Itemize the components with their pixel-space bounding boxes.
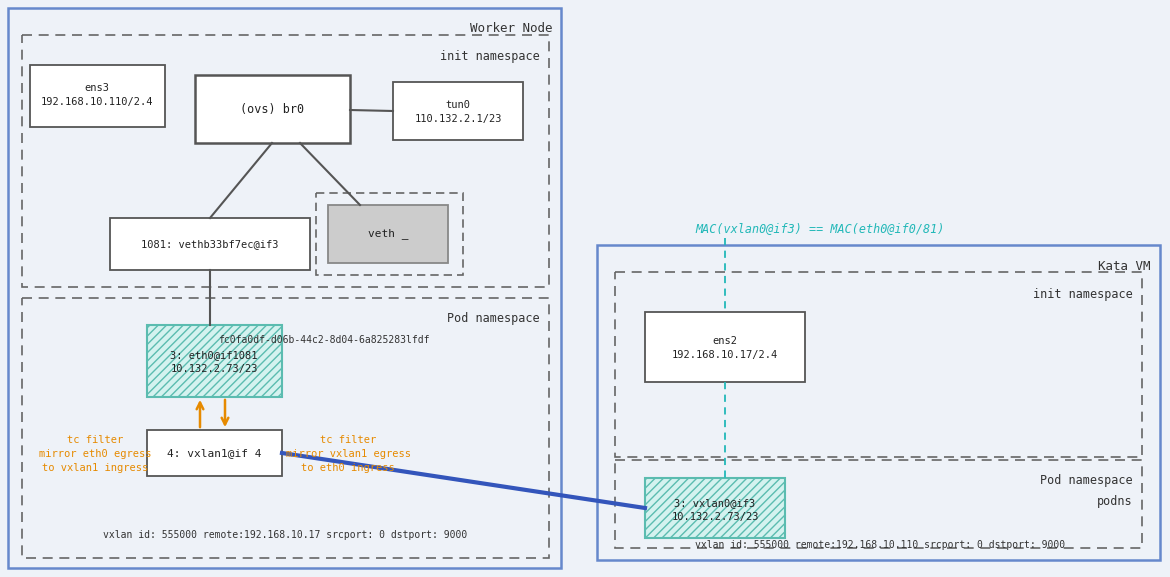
Bar bbox=[393, 82, 523, 140]
Text: 3: vxlan0@if3
10.132.2.73/23: 3: vxlan0@if3 10.132.2.73/23 bbox=[672, 498, 759, 522]
Text: 4: vxlan1@if 4: 4: vxlan1@if 4 bbox=[167, 448, 261, 458]
Text: vxlan id: 555000 remote:192.168.10.17 srcport: 0 dstport: 9000: vxlan id: 555000 remote:192.168.10.17 sr… bbox=[103, 530, 467, 540]
Text: 1081: vethb33bf7ec@if3: 1081: vethb33bf7ec@if3 bbox=[142, 239, 278, 249]
Text: tc filter
mirror vxlan1 egress
to eth0 ingress: tc filter mirror vxlan1 egress to eth0 i… bbox=[285, 435, 411, 473]
Bar bbox=[147, 325, 282, 397]
Text: Pod namespace: Pod namespace bbox=[1040, 474, 1133, 487]
Bar bbox=[110, 218, 310, 270]
Text: podns: podns bbox=[1097, 495, 1133, 508]
Bar bbox=[597, 245, 1159, 560]
Text: Pod namespace: Pod namespace bbox=[447, 312, 541, 325]
Text: tc filter
mirror eth0 egress
to vxlan1 ingress: tc filter mirror eth0 egress to vxlan1 i… bbox=[39, 435, 151, 473]
Text: Worker Node: Worker Node bbox=[469, 22, 552, 35]
Text: (ovs) br0: (ovs) br0 bbox=[240, 103, 304, 117]
Text: Kata VM: Kata VM bbox=[1099, 260, 1151, 273]
Bar bbox=[22, 35, 549, 287]
Text: init namespace: init namespace bbox=[1033, 288, 1133, 301]
Bar bbox=[615, 460, 1142, 548]
Text: init namespace: init namespace bbox=[440, 50, 541, 63]
Bar bbox=[30, 65, 165, 127]
Text: fc0fa0df-d06b-44c2-8d04-6a825283lfdf: fc0fa0df-d06b-44c2-8d04-6a825283lfdf bbox=[219, 335, 431, 345]
Text: ens3
192.168.10.110/2.4: ens3 192.168.10.110/2.4 bbox=[41, 83, 153, 107]
Text: vxlan id: 555000 remote:192.168.10.110 srcport: 0 dstport: 9000: vxlan id: 555000 remote:192.168.10.110 s… bbox=[695, 540, 1065, 550]
Bar bbox=[22, 298, 549, 558]
Bar bbox=[147, 430, 282, 476]
Bar bbox=[328, 205, 448, 263]
Bar bbox=[8, 8, 560, 568]
Text: veth _: veth _ bbox=[367, 228, 408, 239]
Bar bbox=[316, 193, 463, 275]
Text: ens2
192.168.10.17/2.4: ens2 192.168.10.17/2.4 bbox=[672, 336, 778, 360]
Text: MAC(vxlan0@if3) == MAC(eth0@if0/81): MAC(vxlan0@if3) == MAC(eth0@if0/81) bbox=[695, 222, 944, 235]
Bar bbox=[615, 272, 1142, 457]
Bar bbox=[645, 312, 805, 382]
Text: 3: eth0@if1081
10.132.2.73/23: 3: eth0@if1081 10.132.2.73/23 bbox=[171, 350, 257, 374]
Bar bbox=[645, 478, 785, 538]
Text: tun0
110.132.2.1/23: tun0 110.132.2.1/23 bbox=[414, 100, 502, 124]
Bar bbox=[195, 75, 350, 143]
